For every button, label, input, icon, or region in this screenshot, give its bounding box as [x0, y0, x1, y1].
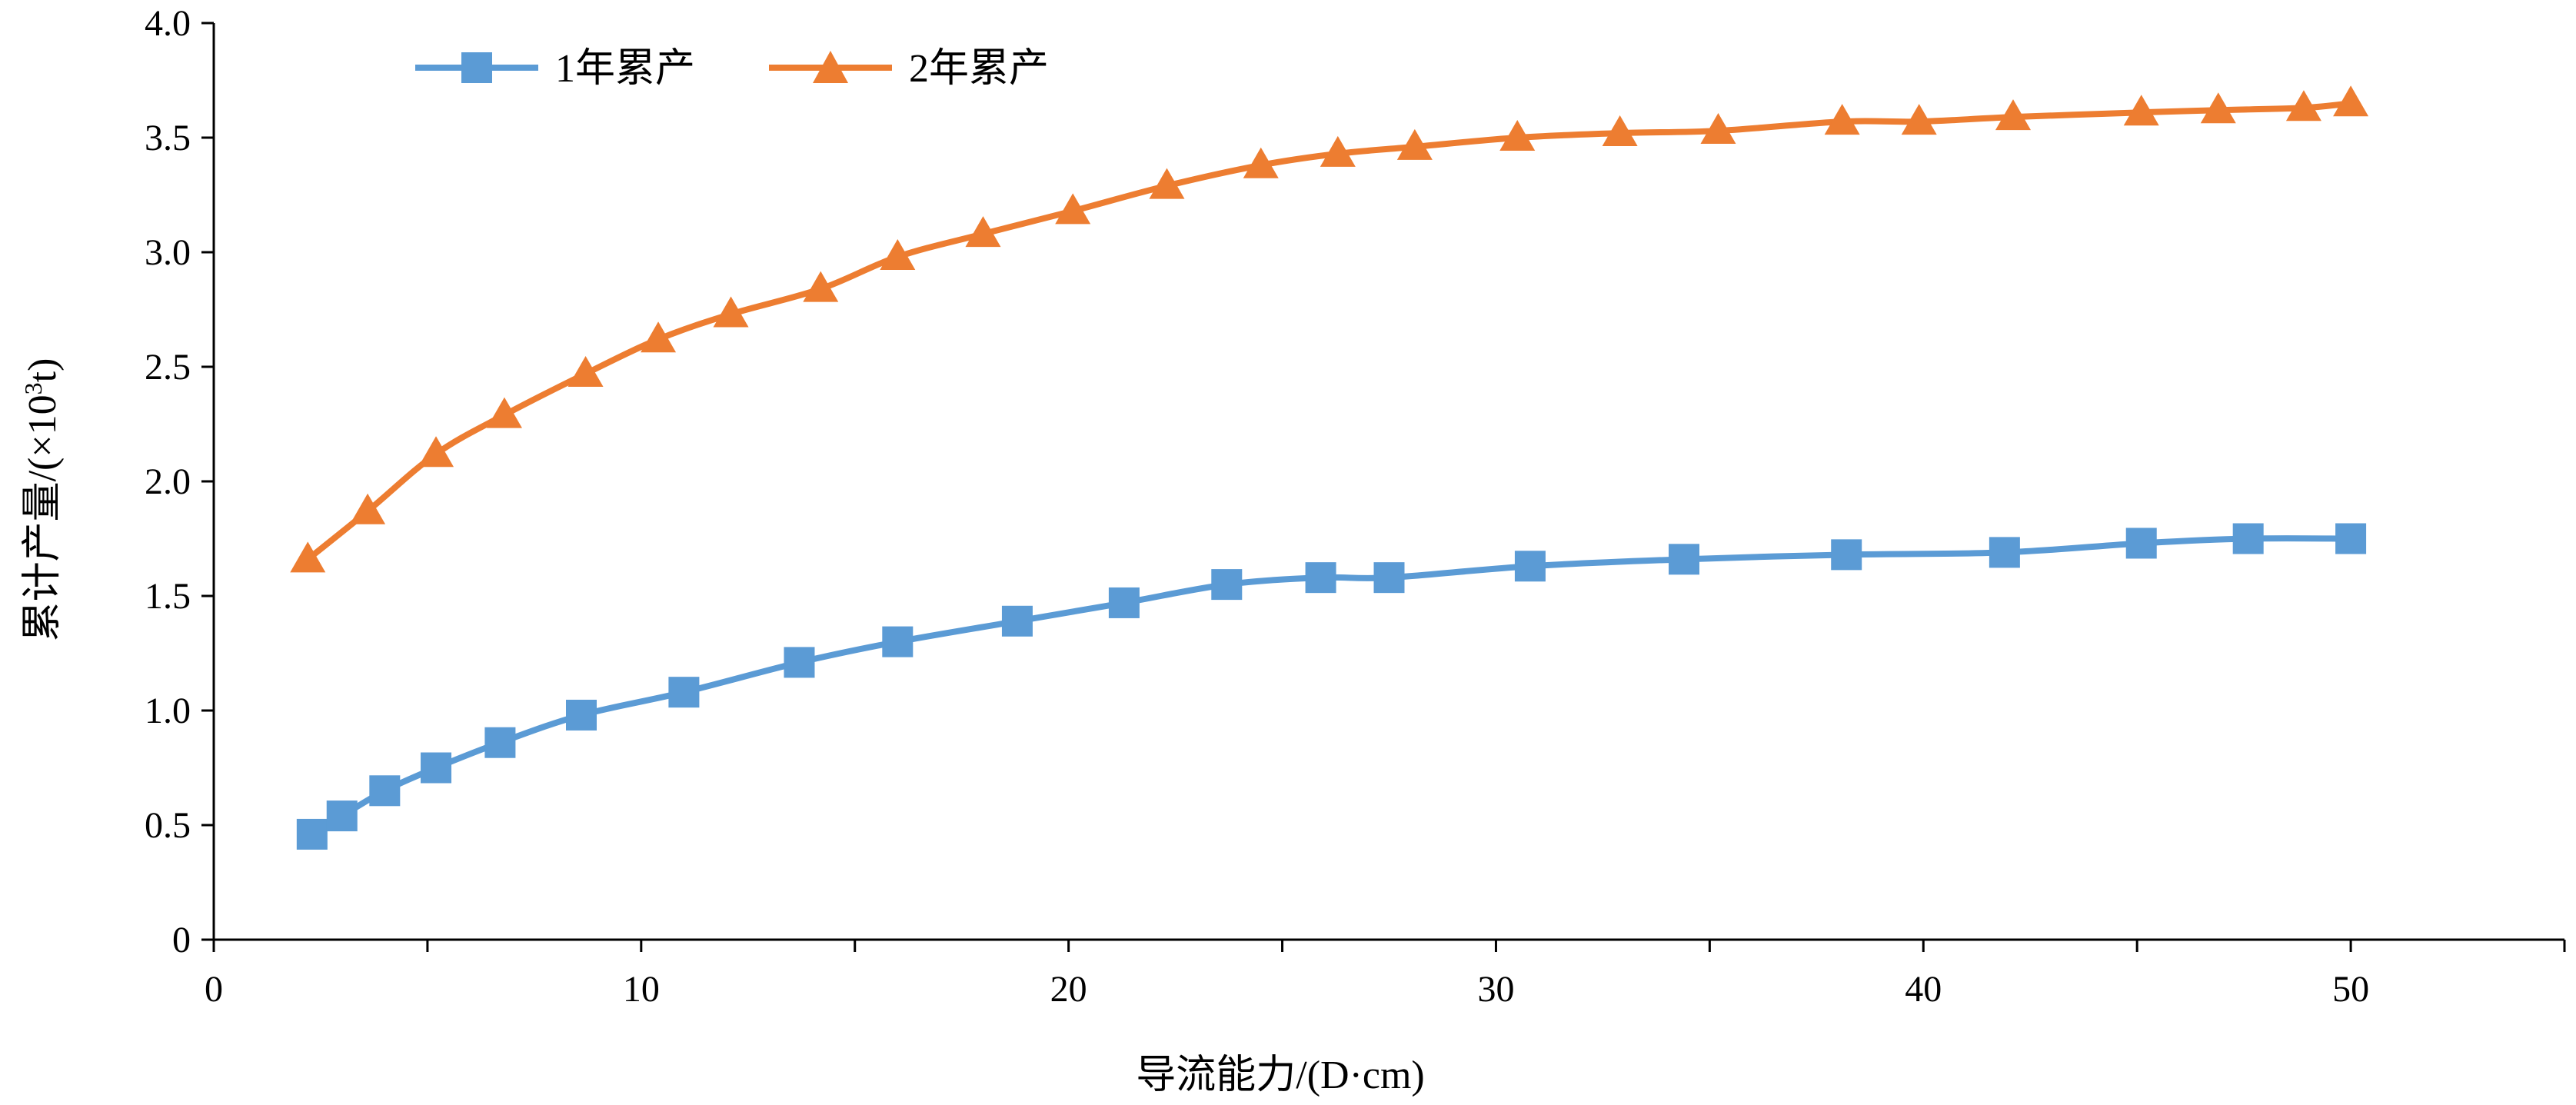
series-2-point — [2285, 90, 2321, 121]
y-tick-label: 4.0 — [145, 3, 191, 44]
y-tick-label: 1.0 — [145, 691, 191, 731]
series-1-point — [784, 647, 815, 678]
series-2-point — [486, 397, 522, 428]
series-1-point — [326, 800, 358, 832]
y-axis-title: 累计产量/(×103t) — [19, 358, 65, 642]
y-tick-label: 1.5 — [145, 576, 191, 617]
series-1-point — [1108, 587, 1140, 618]
series-2-point — [350, 493, 386, 524]
series-2-point — [1901, 104, 1937, 135]
series-1-point — [1669, 544, 1700, 575]
legend-label-series-1: 1年累产 — [555, 47, 695, 91]
series-2-point — [1055, 193, 1091, 225]
series-1-point — [2335, 523, 2367, 554]
series-1-point — [1001, 605, 1033, 637]
series-1-point — [369, 775, 401, 807]
y-tick-label: 0.5 — [145, 805, 191, 846]
y-tick-label: 3.5 — [145, 118, 191, 158]
y-tick-label: 2.5 — [145, 347, 191, 388]
series-1-point — [882, 626, 914, 657]
legend-label-series-2: 2年累产 — [909, 47, 1049, 91]
legend-marker-series-1 — [461, 52, 492, 83]
legend-item-series-1: 1年累产 — [415, 47, 695, 91]
series-1-point — [1514, 551, 1546, 582]
series-1-point — [484, 727, 516, 758]
series-2-point — [713, 296, 749, 328]
x-tick-label: 30 — [1477, 969, 1514, 1010]
series-1-point — [1373, 562, 1405, 594]
series-2-point — [2200, 92, 2236, 124]
y-tick-label: 0 — [172, 920, 191, 960]
series-2-point — [1602, 115, 1638, 147]
series-1-point — [566, 699, 597, 731]
series-2-point — [2333, 85, 2369, 117]
x-axis-ticks: 0 10 20 30 40 50 — [205, 940, 2566, 1010]
y-axis-title-superscript: 3 — [19, 382, 47, 394]
series-2-point — [567, 355, 604, 387]
series-2-point — [418, 436, 454, 468]
series-1-point — [1211, 569, 1243, 601]
series-2-point — [1320, 135, 1356, 167]
series-2-point — [641, 321, 677, 353]
series-layer — [290, 85, 2369, 850]
y-axis-title-end: t) — [21, 358, 65, 383]
series-1-point — [421, 752, 452, 784]
x-tick-label: 40 — [1905, 969, 1942, 1010]
series-1-point — [296, 818, 328, 850]
series-1-point — [2232, 523, 2264, 554]
x-tick-label: 20 — [1050, 969, 1087, 1010]
series-2-point — [1995, 99, 2031, 131]
legend: 1年累产 2年累产 — [415, 47, 1049, 91]
series-2-point — [1243, 147, 1279, 178]
series-1-point — [1831, 539, 1862, 571]
x-tick-label: 50 — [2332, 969, 2369, 1010]
series-2-point — [803, 271, 839, 302]
series-2-point — [1149, 168, 1185, 199]
series-2-point — [1824, 104, 1860, 135]
series-1-point — [2125, 528, 2157, 559]
series-2-point — [1396, 128, 1433, 160]
x-tick-label: 10 — [623, 969, 660, 1010]
y-tick-label: 2.0 — [145, 461, 191, 502]
series-1-point — [1989, 537, 2020, 568]
x-tick-label: 0 — [205, 969, 223, 1010]
series-2-point — [1499, 120, 1536, 151]
series-2-point — [965, 216, 1001, 248]
series-2-point — [880, 238, 916, 270]
y-tick-label: 3.0 — [145, 232, 191, 273]
y-axis-ticks: 0 0.5 1.0 1.5 2.0 2.5 3.0 3.5 4.0 — [145, 3, 214, 960]
series-2-point — [1700, 113, 1736, 145]
series-2-point — [290, 541, 326, 573]
legend-marker-series-2 — [813, 51, 848, 83]
y-axis-title-main: 累计产量/(×10 — [21, 394, 65, 641]
series-1-point — [1305, 562, 1336, 594]
series-1-point — [668, 677, 700, 708]
series-1 — [296, 523, 2367, 850]
series-2-point — [2123, 95, 2159, 126]
x-axis-title: 导流能力/(D·cm) — [1136, 1053, 1424, 1097]
series-2 — [290, 85, 2369, 573]
legend-item-series-2: 2年累产 — [769, 47, 1049, 91]
